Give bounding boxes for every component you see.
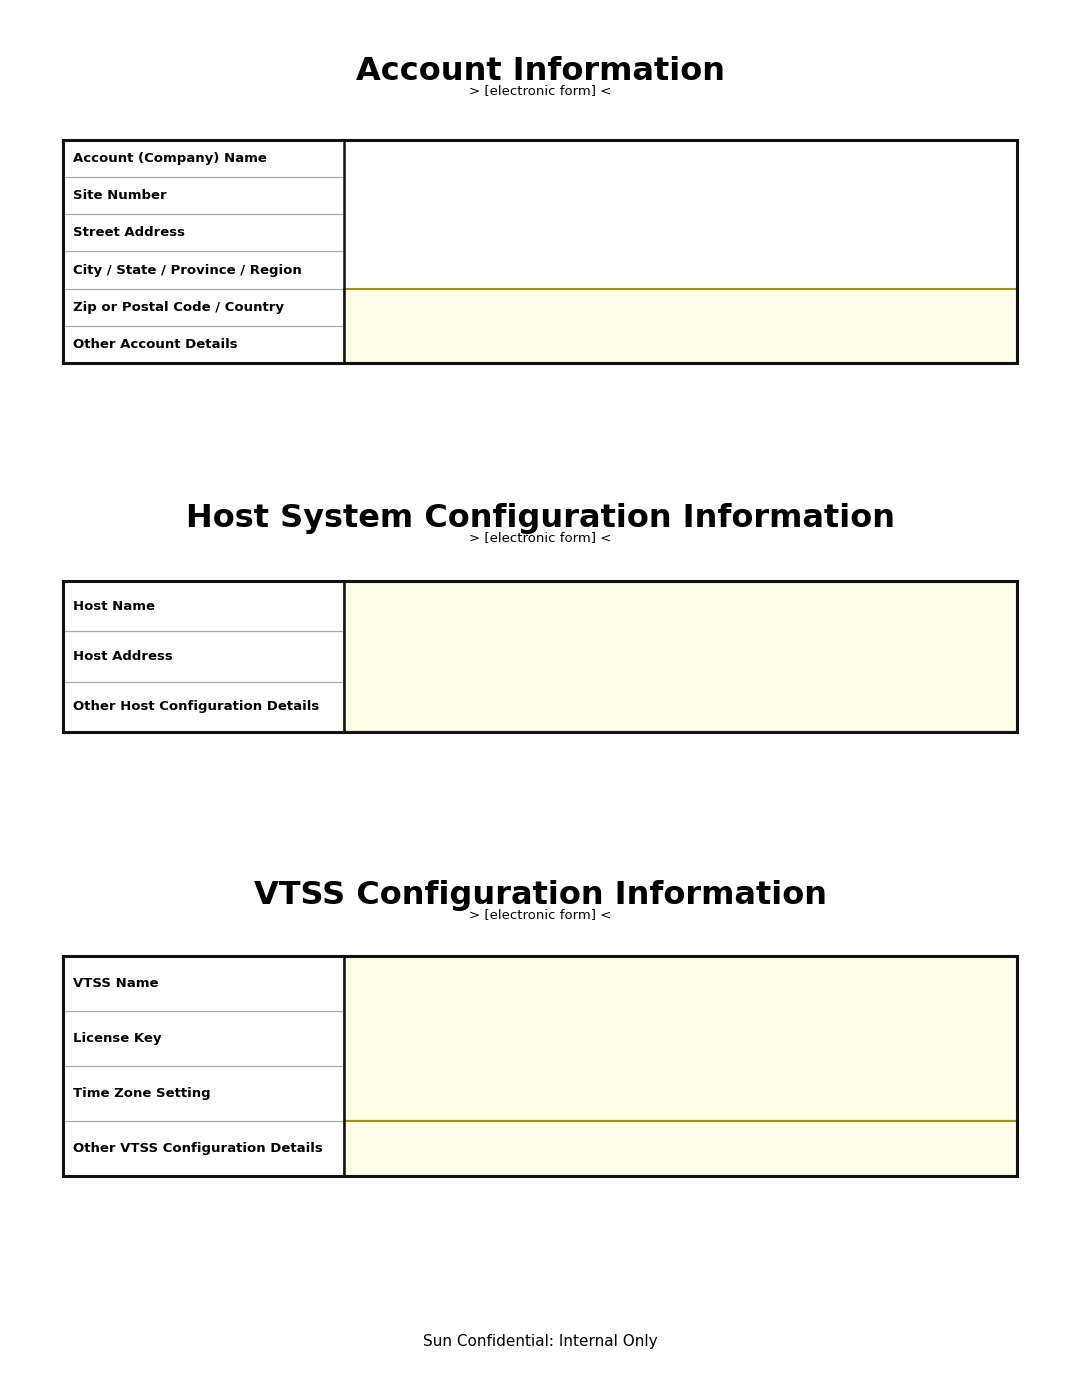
- Text: City / State / Province / Region: City / State / Province / Region: [73, 264, 302, 277]
- Text: Street Address: Street Address: [73, 226, 186, 239]
- Bar: [345, 289, 1017, 363]
- Bar: [63, 140, 1017, 363]
- Text: > [electronic form] <: > [electronic form] <: [469, 531, 611, 543]
- Bar: [345, 140, 1017, 363]
- Text: Zip or Postal Code / Country: Zip or Postal Code / Country: [73, 300, 284, 314]
- Text: VTSS Configuration Information: VTSS Configuration Information: [254, 880, 826, 911]
- Text: Sun Confidential: Internal Only: Sun Confidential: Internal Only: [422, 1334, 658, 1348]
- Bar: [63, 956, 1017, 1176]
- Text: Account Information: Account Information: [355, 56, 725, 87]
- Text: License Key: License Key: [73, 1032, 162, 1045]
- Text: Host System Configuration Information: Host System Configuration Information: [186, 503, 894, 534]
- Text: Other Account Details: Other Account Details: [73, 338, 238, 351]
- Bar: [345, 956, 1017, 1120]
- Text: Account (Company) Name: Account (Company) Name: [73, 152, 268, 165]
- Text: Other Host Configuration Details: Other Host Configuration Details: [73, 700, 320, 714]
- Text: Site Number: Site Number: [73, 189, 167, 203]
- Text: > [electronic form] <: > [electronic form] <: [469, 84, 611, 96]
- Bar: [345, 581, 1017, 732]
- Text: Time Zone Setting: Time Zone Setting: [73, 1087, 211, 1099]
- Bar: [345, 581, 1017, 732]
- Text: Other VTSS Configuration Details: Other VTSS Configuration Details: [73, 1143, 323, 1155]
- Bar: [345, 956, 1017, 1176]
- Text: Host Name: Host Name: [73, 599, 156, 613]
- Text: > [electronic form] <: > [electronic form] <: [469, 908, 611, 921]
- Bar: [63, 140, 345, 363]
- Text: Host Address: Host Address: [73, 650, 173, 664]
- Bar: [63, 581, 1017, 732]
- Bar: [63, 956, 345, 1176]
- Bar: [345, 1120, 1017, 1176]
- Text: VTSS Name: VTSS Name: [73, 977, 159, 989]
- Bar: [63, 581, 345, 732]
